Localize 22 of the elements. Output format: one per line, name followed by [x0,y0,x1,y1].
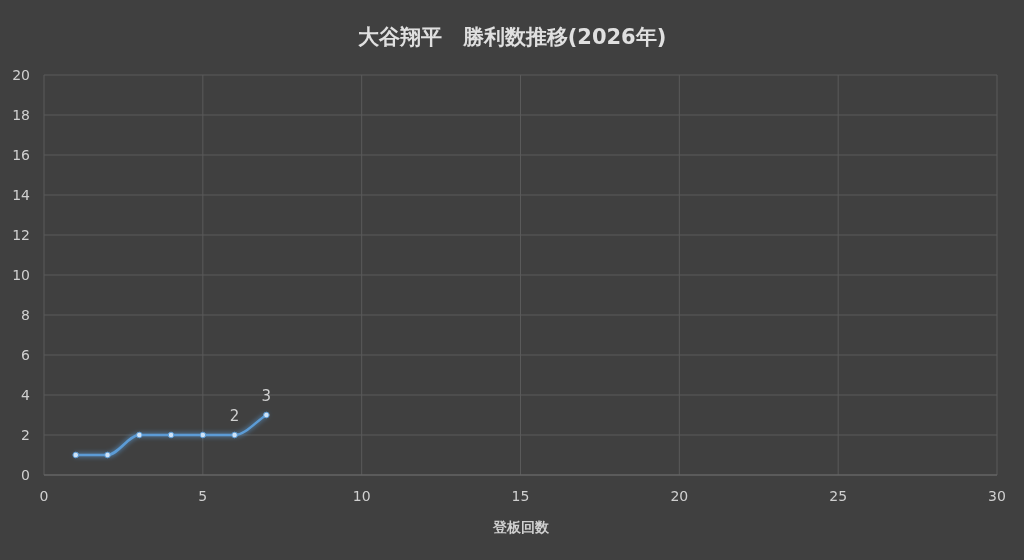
x-axis-title: 登板回数 [491,519,550,535]
x-tick-label: 0 [39,488,49,504]
data-label: 3 [261,387,272,405]
y-tick-label: 20 [12,67,30,83]
x-tick-label: 20 [670,488,689,504]
data-label: 2 [229,407,240,425]
x-tick-label: 15 [511,488,530,504]
y-tick-label: 18 [12,107,30,123]
x-tick-label: 30 [988,488,1006,504]
y-tick-label: 14 [12,187,31,203]
x-tick-label: 10 [352,488,371,504]
x-tick-label: 5 [198,488,208,504]
y-tick-label: 8 [21,307,30,323]
y-tick-label: 2 [21,427,30,443]
y-tick-label: 4 [21,387,31,403]
y-tick-label: 0 [21,467,30,483]
y-tick-label: 12 [12,227,30,243]
y-tick-label: 10 [12,267,30,283]
y-tick-label: 6 [21,347,31,363]
x-tick-label: 25 [829,488,848,504]
y-tick-label: 16 [12,147,31,163]
chart-title: 大谷翔平 勝利数推移(2026年) [357,25,667,49]
